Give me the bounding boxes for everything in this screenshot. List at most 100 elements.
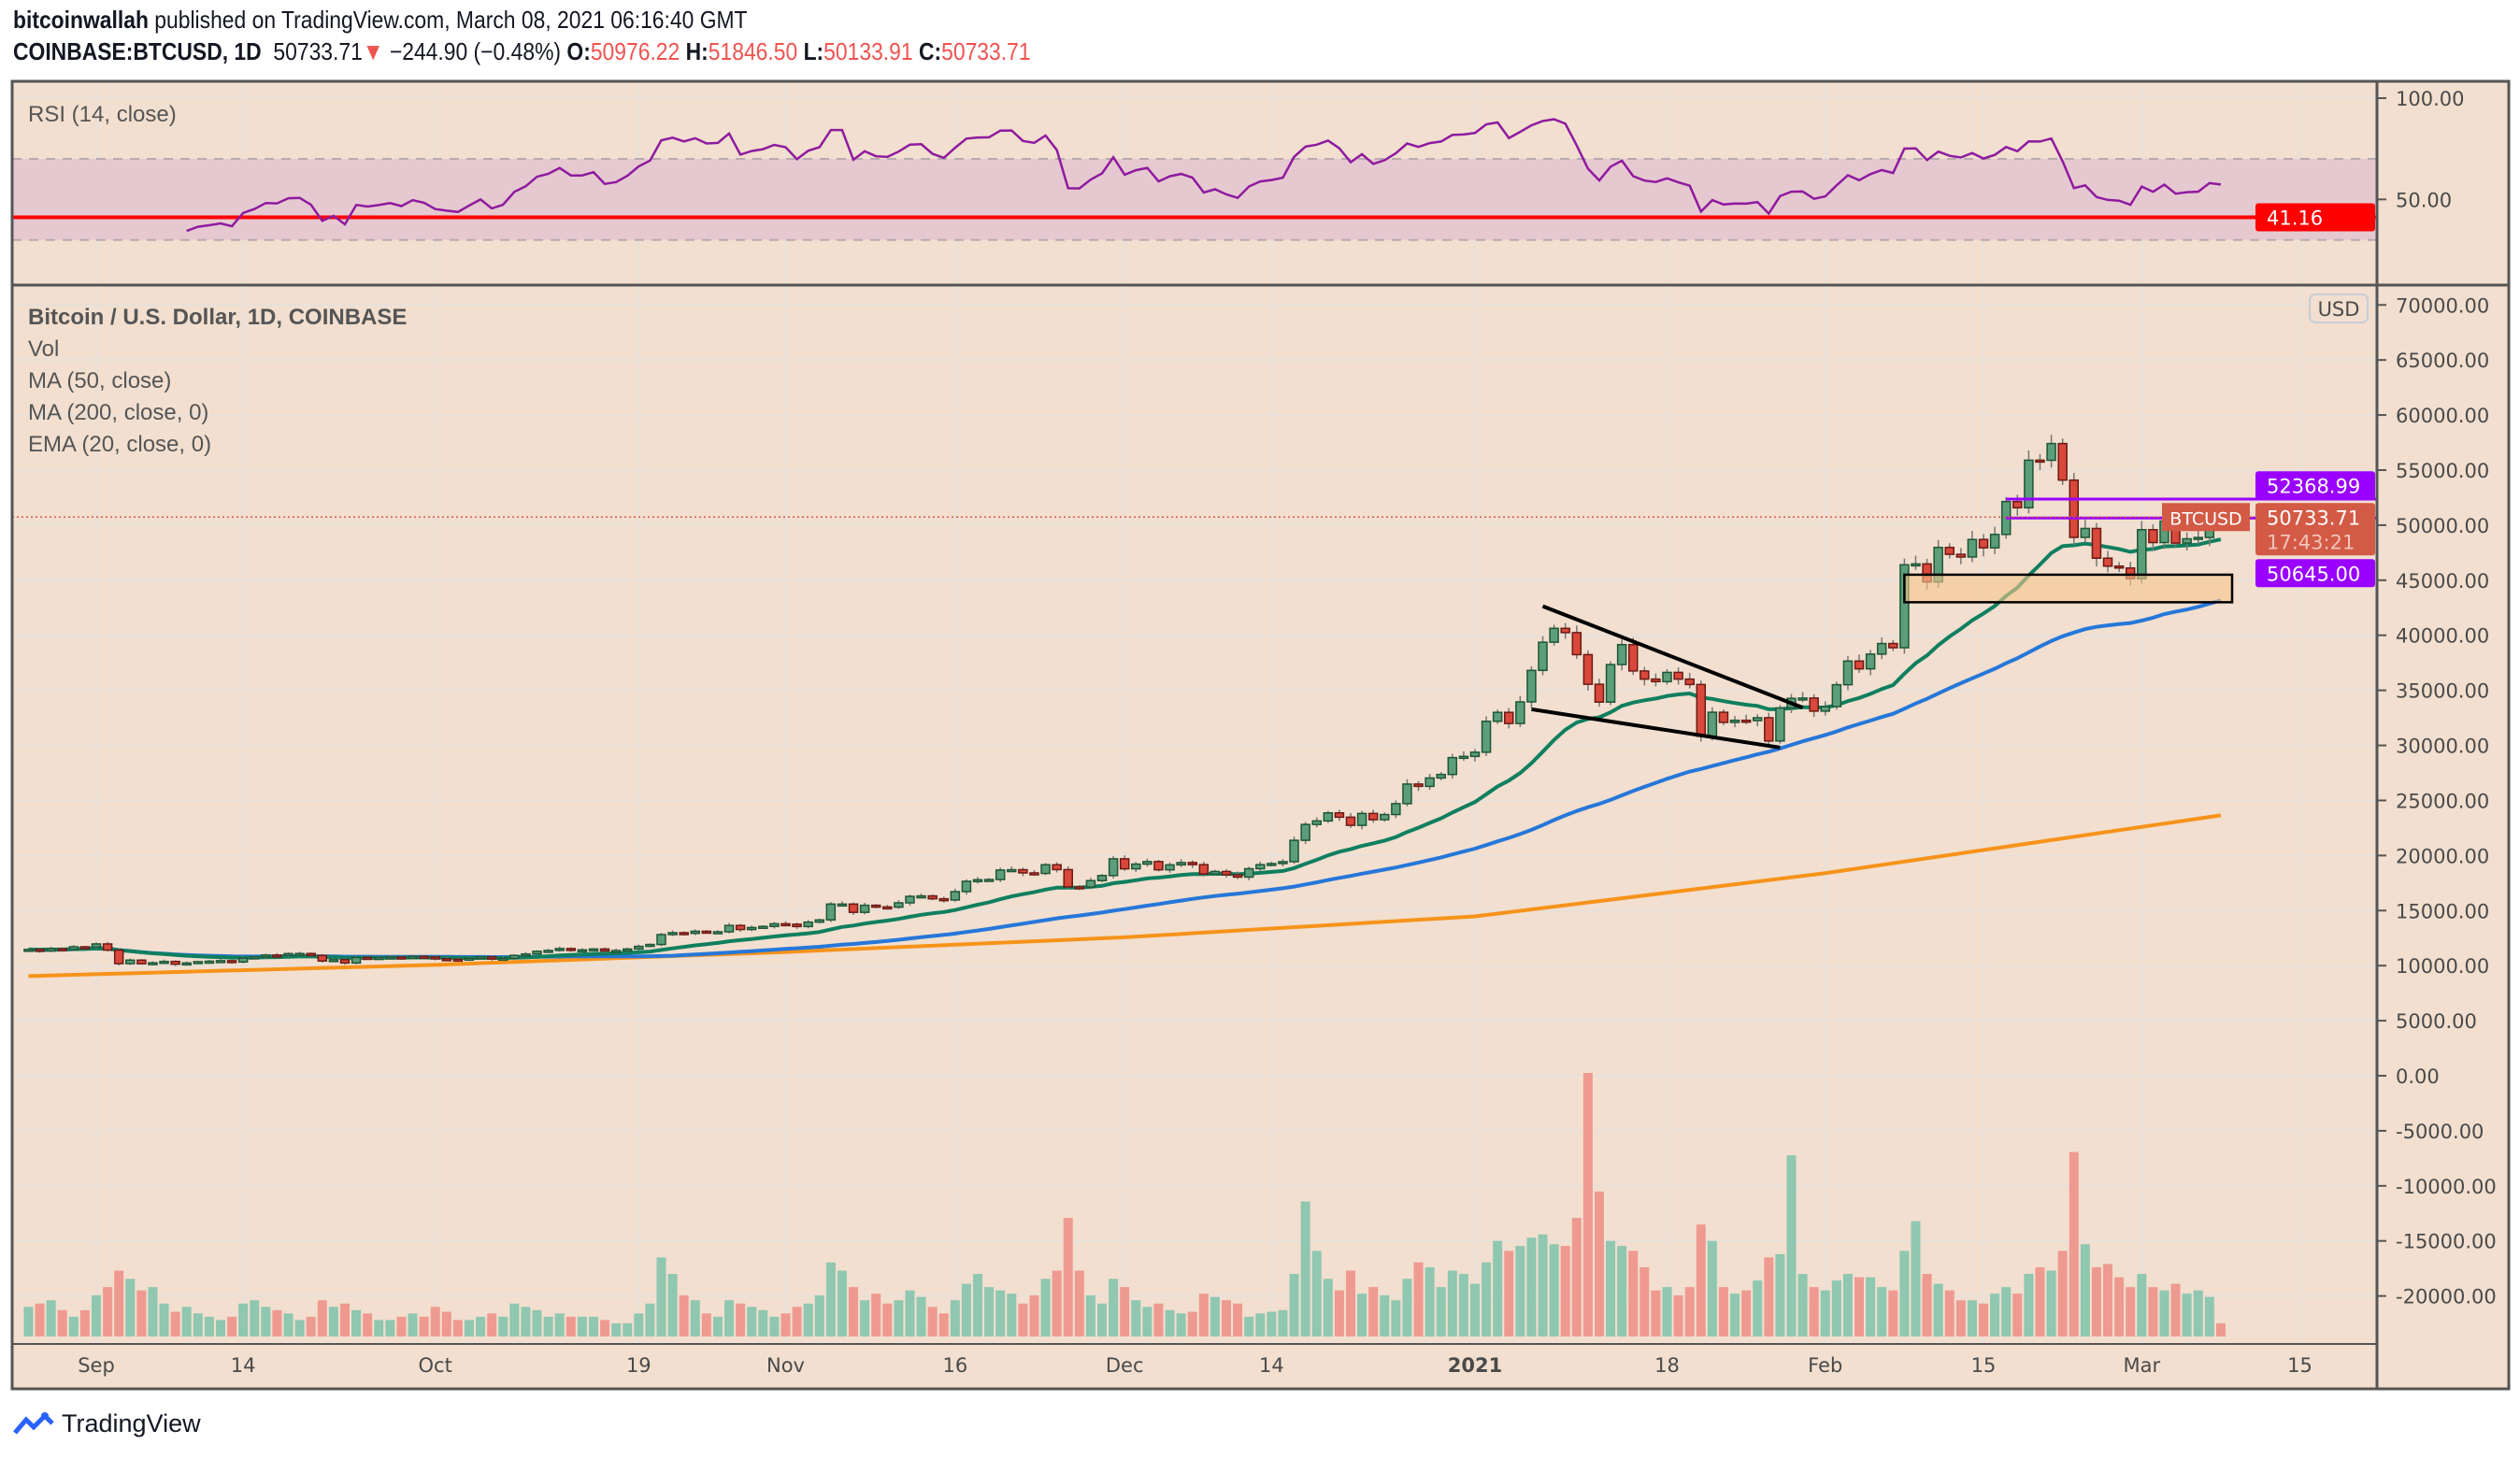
volume-bar (159, 1303, 169, 1336)
author-name[interactable]: bitcoinwallah (13, 6, 149, 34)
symbol: COINBASE:BTCUSD, 1D (13, 37, 262, 65)
volume-bar (1131, 1300, 1141, 1336)
volume-bar (408, 1313, 418, 1336)
volume-bar (1707, 1240, 1717, 1336)
candle (701, 930, 712, 935)
candle (972, 879, 983, 883)
candle (1899, 564, 1910, 649)
candle (1311, 820, 1322, 825)
candle (136, 959, 147, 965)
volume-bar (1176, 1313, 1186, 1336)
volume-bar (1210, 1296, 1220, 1336)
volume-bar (148, 1287, 158, 1336)
volume-bar (103, 1287, 113, 1336)
candle (23, 949, 34, 952)
candle (1809, 697, 1819, 712)
volume-bar (2012, 1294, 2023, 1336)
candle (374, 956, 384, 961)
candle (927, 894, 938, 900)
volume-bar (1617, 1246, 1627, 1336)
volume-bar (894, 1300, 904, 1336)
support-price-label-text: 50645.00 (2267, 563, 2360, 585)
volume-bar (294, 1320, 305, 1336)
volume-bar (961, 1283, 971, 1336)
candle (1718, 711, 1729, 723)
candle (1469, 751, 1481, 758)
volume-bar (1718, 1287, 1728, 1336)
candle (193, 961, 204, 965)
time-axis-label: 18 (1654, 1354, 1680, 1377)
candle (1063, 868, 1073, 888)
candle (1367, 812, 1379, 821)
candle (1639, 670, 1650, 680)
volume-bar (1753, 1280, 1763, 1336)
price-axis-label: 70000.00 (2396, 294, 2489, 317)
volume-bar (1007, 1294, 1017, 1336)
triangle-lower-trendline (1531, 707, 1781, 750)
candle (1967, 538, 1978, 558)
volume-bar (1515, 1246, 1525, 1336)
rsi-level-label (2255, 203, 2375, 232)
volume-bar (1074, 1270, 1084, 1336)
candle (419, 955, 429, 960)
tradingview-logo-icon (13, 1411, 54, 1435)
volume-bar (487, 1313, 497, 1336)
volume-bar (712, 1316, 723, 1336)
price-axis-label: 60000.00 (2396, 405, 2489, 427)
candle (1820, 706, 1831, 712)
volume-bar (984, 1287, 995, 1336)
volume-bar (363, 1313, 373, 1336)
volume-bar (419, 1316, 429, 1336)
volume-bar (600, 1320, 610, 1336)
candle (1300, 823, 1310, 841)
candle (2182, 537, 2192, 544)
volume-bar (1458, 1274, 1468, 1336)
volume-bar (1560, 1246, 1570, 1336)
candle (339, 959, 351, 965)
price-change: −244.90 (−0.48%) (389, 37, 562, 65)
candle (272, 954, 282, 958)
volume-bar (701, 1313, 711, 1336)
candle (1142, 861, 1153, 865)
price-axis-label: -10000.00 (2396, 1176, 2497, 1198)
volume-bar (1469, 1283, 1480, 1336)
candle (1911, 563, 1921, 567)
volume-bar (1877, 1287, 1887, 1336)
volume-bar (1696, 1224, 1706, 1336)
volume-bar (2159, 1290, 2169, 1336)
price-axis-label: 20000.00 (2396, 845, 2489, 867)
candle (1504, 711, 1514, 724)
candle (521, 952, 531, 957)
currency-badge[interactable] (2309, 293, 2369, 323)
volume-bar (2170, 1283, 2181, 1336)
volume-bar (1504, 1251, 1514, 1336)
high-value: 51846.50 (708, 37, 798, 65)
volume-bar (1684, 1287, 1695, 1336)
candle (1549, 627, 1559, 643)
candle (1096, 875, 1108, 881)
price-axis-label: 55000.00 (2396, 460, 2489, 482)
volume-bar (736, 1303, 746, 1336)
volume-bar (204, 1316, 214, 1336)
price-axis-label: -20000.00 (2396, 1286, 2497, 1308)
time-axis-label: 14 (231, 1354, 256, 1377)
legend-ema20: EMA (20, close, 0) (28, 432, 211, 457)
rsi-legend: RSI (14, close) (28, 102, 177, 127)
brand-name[interactable]: TradingView (62, 1409, 201, 1437)
candle (723, 924, 735, 933)
volume-bar (476, 1316, 486, 1336)
candle (1153, 861, 1164, 871)
volume-bar (882, 1303, 893, 1336)
volume-bar (995, 1290, 1006, 1336)
volume-bar (1730, 1294, 1740, 1336)
volume-bar (623, 1322, 633, 1336)
price-axis-label: 35000.00 (2396, 680, 2489, 703)
candle (1696, 683, 1707, 737)
candle (1515, 701, 1525, 724)
candle (532, 951, 542, 955)
volume-bar (1063, 1218, 1073, 1336)
chart-area[interactable]: 100.00 50.00 70000.00 65000.00 60000.00 55000… (0, 0, 2520, 1402)
volume-bar (250, 1300, 260, 1336)
candle (1888, 642, 1898, 649)
volume-bar (2024, 1274, 2034, 1336)
